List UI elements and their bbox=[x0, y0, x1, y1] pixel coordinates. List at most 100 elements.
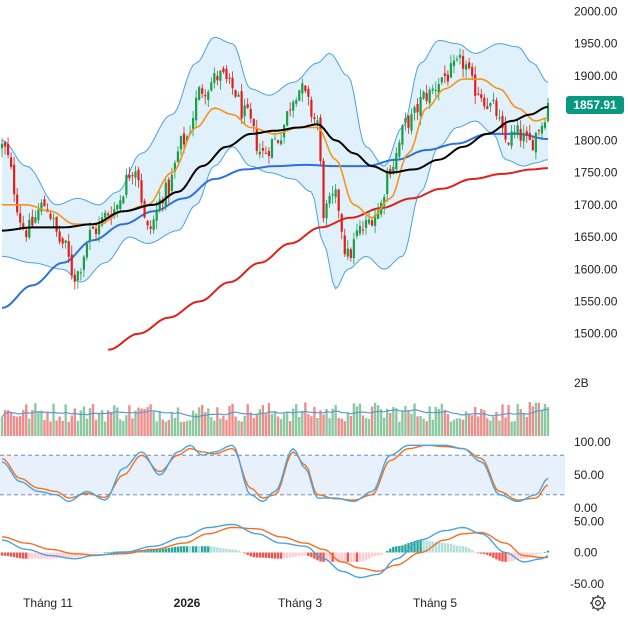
macd-histogram-bar bbox=[355, 552, 359, 562]
macd-histogram-bar bbox=[85, 552, 89, 555]
volume-bar bbox=[197, 407, 201, 436]
macd-histogram-bar bbox=[443, 543, 447, 553]
macd-histogram-bar bbox=[510, 552, 513, 562]
volume-bar bbox=[346, 412, 349, 436]
macd-histogram-bar bbox=[349, 552, 353, 562]
candle-body bbox=[10, 157, 13, 167]
volume-bar bbox=[395, 408, 398, 436]
volume-bar bbox=[113, 405, 116, 436]
candle-body bbox=[525, 131, 528, 135]
volume-bar bbox=[328, 418, 331, 436]
macd-histogram-bar bbox=[119, 551, 122, 553]
macd-histogram-bar bbox=[182, 546, 186, 553]
candle-body bbox=[258, 151, 261, 155]
volume-bar bbox=[73, 408, 76, 436]
volume-bar bbox=[340, 418, 343, 436]
volume-ma-line bbox=[1, 408, 549, 418]
candle-body bbox=[225, 68, 228, 80]
candle-body bbox=[546, 102, 550, 122]
macd-histogram-bar bbox=[361, 552, 365, 562]
candle-body bbox=[6, 143, 10, 156]
volume-bar bbox=[331, 408, 334, 436]
volume-bar bbox=[334, 404, 337, 436]
volume-bar bbox=[116, 407, 119, 436]
candle-body bbox=[455, 58, 459, 60]
candle-body bbox=[240, 91, 243, 119]
candle-body bbox=[337, 189, 340, 211]
volume-bar bbox=[352, 403, 356, 436]
macd-histogram-bar bbox=[106, 552, 110, 553]
volume-bar bbox=[52, 403, 55, 436]
candle-body bbox=[440, 77, 443, 83]
candle-body bbox=[367, 219, 371, 224]
settings-gear-icon[interactable] bbox=[590, 595, 606, 611]
macd-histogram-bar bbox=[155, 549, 158, 553]
candle-body bbox=[67, 241, 70, 257]
macd-histogram-bar bbox=[64, 552, 67, 558]
macd-histogram-bar bbox=[313, 552, 316, 559]
candle-body bbox=[513, 131, 516, 134]
candle-body bbox=[116, 205, 119, 210]
last-price-background bbox=[566, 96, 624, 114]
candle-body bbox=[79, 272, 82, 274]
candle-body bbox=[25, 230, 28, 238]
candle-body bbox=[522, 133, 525, 142]
candle-body bbox=[492, 99, 495, 102]
volume-bar bbox=[513, 421, 516, 436]
candle-body bbox=[97, 222, 101, 235]
candle-body bbox=[340, 214, 343, 232]
candle-body bbox=[146, 221, 149, 226]
candle-body bbox=[246, 104, 249, 108]
macd-histogram-bar bbox=[58, 552, 61, 559]
volume-bar bbox=[449, 421, 453, 436]
candle-body bbox=[416, 103, 419, 113]
candle-body bbox=[498, 117, 501, 119]
candle-body bbox=[3, 142, 7, 147]
macd-histogram-bar bbox=[143, 549, 146, 553]
volume-bar bbox=[237, 420, 240, 436]
macd-histogram-bar bbox=[255, 552, 258, 558]
macd-histogram-bar bbox=[194, 546, 198, 553]
candle-body bbox=[334, 189, 337, 197]
volume-bar bbox=[325, 408, 328, 436]
candle-body bbox=[179, 135, 183, 150]
candle-body bbox=[358, 225, 362, 234]
macd-histogram-bar bbox=[498, 552, 501, 561]
candle-body bbox=[104, 212, 107, 218]
macd-histogram-bar bbox=[334, 552, 337, 562]
candle-body bbox=[76, 271, 79, 281]
macd-histogram-bar bbox=[270, 552, 274, 559]
candle-body bbox=[428, 89, 431, 104]
candle-body bbox=[452, 60, 456, 67]
candle-body bbox=[328, 195, 331, 204]
macd-histogram-bar bbox=[464, 546, 468, 553]
macd-histogram-bar bbox=[237, 550, 240, 553]
volume-bar bbox=[167, 419, 171, 436]
candle-body bbox=[28, 219, 31, 238]
x-axis-label: Tháng 3 bbox=[278, 596, 322, 610]
candle-body bbox=[543, 122, 547, 128]
volume-bar bbox=[85, 418, 89, 436]
candle-body bbox=[461, 56, 465, 69]
macd-histogram-bar bbox=[295, 552, 298, 557]
volume-bar bbox=[3, 410, 7, 436]
candle-body bbox=[231, 77, 234, 89]
macd-histogram-bar bbox=[395, 546, 398, 553]
candle-body bbox=[37, 209, 40, 221]
candle-body bbox=[413, 107, 416, 113]
macd-histogram-bar bbox=[6, 552, 10, 557]
volume-bar bbox=[383, 417, 386, 436]
candle-body bbox=[140, 180, 143, 203]
candle-body bbox=[540, 125, 544, 134]
macd-histogram-bar bbox=[91, 552, 95, 554]
macd-histogram-bar bbox=[88, 552, 92, 554]
macd-histogram-bar bbox=[483, 552, 486, 555]
volume-bar bbox=[504, 417, 507, 436]
volume-bar bbox=[483, 410, 486, 436]
macd-histogram-bar bbox=[413, 540, 416, 553]
macd-histogram-bar bbox=[507, 552, 510, 562]
last-price-label: 1857.91 bbox=[573, 98, 617, 112]
candle-body bbox=[510, 131, 513, 147]
macd-histogram-bar bbox=[474, 551, 477, 553]
volume-tick-label: 2B bbox=[574, 376, 589, 390]
